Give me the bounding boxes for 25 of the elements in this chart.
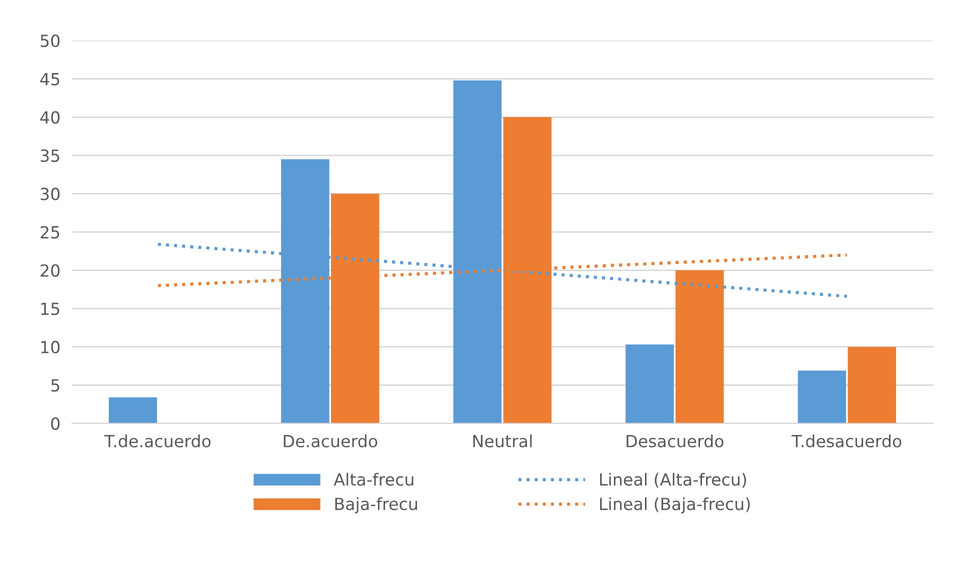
y-tick-label: 5 bbox=[51, 379, 60, 392]
y-tick-label: 50 bbox=[40, 34, 60, 48]
y-tick-label: 15 bbox=[41, 302, 60, 316]
bar bbox=[626, 344, 674, 424]
y-tick-label: 35 bbox=[40, 149, 60, 162]
y-tick-label: 10 bbox=[41, 340, 60, 354]
y-tick-label: 40 bbox=[40, 111, 60, 124]
x-tick-label: T.de.acuerdo bbox=[104, 434, 211, 448]
x-tick-label: De.acuerdo bbox=[284, 434, 378, 448]
y-tick-label: 25 bbox=[40, 226, 60, 239]
bar bbox=[848, 346, 896, 424]
legend-label: Baja-frecu bbox=[335, 497, 417, 514]
legend-label: Lineal (Baja-frecu) bbox=[600, 497, 750, 514]
bar bbox=[676, 270, 724, 424]
y-tick-label: 45 bbox=[40, 73, 60, 86]
bar bbox=[798, 370, 846, 424]
y-tick-label: 20 bbox=[40, 264, 60, 277]
x-tick-label: T.desacuerdo bbox=[792, 434, 902, 448]
x-tick-label: Desacuerdo bbox=[626, 434, 724, 448]
y-tick-label: 30 bbox=[40, 188, 60, 200]
y-tick-label: 0 bbox=[51, 417, 60, 430]
x-tick-label: Neutral bbox=[473, 434, 532, 448]
legend-label: Alta-frecu bbox=[334, 472, 414, 486]
bar bbox=[108, 397, 158, 424]
legend-label: Lineal (Alta-frecu) bbox=[600, 472, 746, 488]
